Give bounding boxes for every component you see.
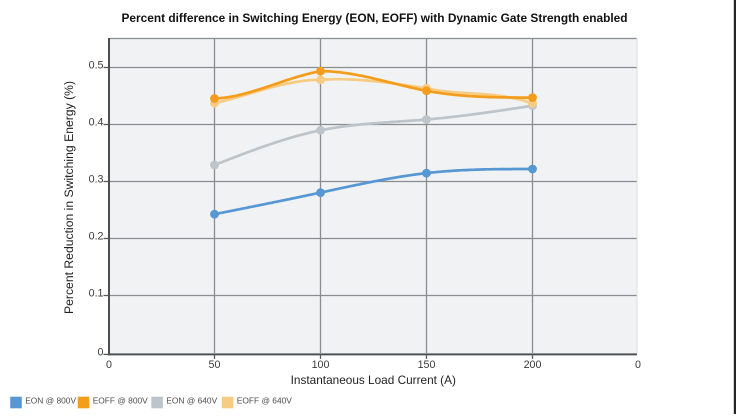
svg-text:0: 0 [635, 359, 641, 371]
svg-text:Instantaneous Load Current (A): Instantaneous Load Current (A) [291, 373, 456, 387]
svg-text:200: 200 [524, 359, 542, 371]
svg-text:100: 100 [312, 359, 330, 371]
svg-text:0.4: 0.4 [89, 117, 104, 129]
svg-text:150: 150 [418, 359, 436, 371]
svg-text:EOFF @ 800V: EOFF @ 800V [93, 395, 148, 405]
svg-text:0.1: 0.1 [89, 288, 104, 300]
svg-text:0.3: 0.3 [89, 174, 104, 186]
svg-text:EON @ 640V: EON @ 640V [166, 395, 217, 405]
svg-text:0.5: 0.5 [89, 60, 104, 72]
svg-text:50: 50 [209, 359, 221, 371]
svg-text:0: 0 [98, 347, 104, 359]
svg-text:0.2: 0.2 [89, 231, 104, 243]
svg-text:0: 0 [106, 359, 112, 371]
svg-text:EON @ 800V: EON @ 800V [25, 395, 76, 405]
svg-text:Percent difference in Switchin: Percent difference in Switching Energy (… [121, 11, 627, 25]
svg-text:EOFF @ 640V: EOFF @ 640V [237, 395, 292, 405]
svg-text:Percent Reduction in Switching: Percent Reduction in Switching Energy (%… [62, 81, 76, 314]
